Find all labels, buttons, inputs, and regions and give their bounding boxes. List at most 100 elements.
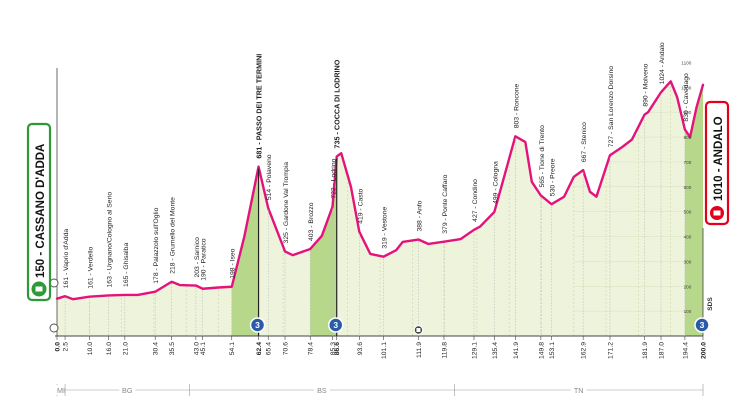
waypoint: 203 - Sarnico — [194, 237, 201, 336]
waypoint: 165 - Ghisalba — [123, 243, 130, 336]
waypoint: 190 - Paratico — [201, 238, 208, 336]
waypoint-label: 427 - Condino — [472, 179, 479, 222]
waypoint: 161 - Verdello — [87, 247, 94, 336]
km-tick-label: 0.0 — [55, 342, 62, 352]
km-tick-label: 65.4 — [266, 342, 273, 355]
waypoint-label: 178 - Palazzolo sull'Oglio — [153, 207, 160, 283]
waypoint-label: 198 - Iseo — [230, 248, 237, 278]
start-box-frame — [26, 122, 52, 302]
province-label-bg — [119, 385, 136, 395]
waypoint-label: 735 - COCCA DI LODRINO — [333, 59, 342, 148]
waypoint-label: 890 - Molveno — [643, 63, 650, 106]
climb-category-badge: 3 — [249, 317, 266, 333]
altitude-tick-label: 600 — [684, 185, 692, 190]
start-label-box: 150 - CASSANO D'ADDA — [26, 122, 52, 302]
km-tick-label: 70.6 — [283, 342, 290, 355]
km-tick-label: 93.6 — [357, 342, 364, 355]
km-tick-label: 62.4 — [256, 342, 263, 355]
km-tick-label: 111.9 — [416, 342, 423, 358]
finish-label: 1010 - ANDALO — [713, 116, 725, 201]
km-tick-label: 86.6 — [334, 342, 341, 355]
waypoint-label: 803 - Roncone — [513, 83, 520, 128]
province-label-bg — [570, 385, 587, 395]
km-tick-label: 16.0 — [106, 342, 113, 355]
waypoint-label: 163 - Urgnano/Cologno al Serio — [107, 192, 114, 288]
province-label: BG — [122, 386, 133, 395]
waypoint-label: 565 - Tione di Trento — [539, 125, 546, 188]
km-tick-label: 141.9 — [513, 342, 520, 359]
waypoint-label: 388 - Anfo — [416, 200, 423, 231]
altitude-tick-label: 200 — [684, 284, 692, 289]
start-altitude-marker — [49, 278, 59, 288]
km-tick-label: 194.4 — [682, 342, 689, 359]
waypoint-label: 325 - Gardone Val Trompia — [283, 162, 290, 244]
profile-line — [55, 80, 705, 301]
waypoint: 565 - Tione di Trento — [539, 125, 546, 336]
province-label: MI — [57, 386, 65, 395]
waypoint: 890 - Molveno — [643, 63, 650, 336]
profile-area-fill — [57, 81, 703, 336]
km-tick-label: 162.9 — [581, 342, 588, 359]
climb-area — [684, 84, 703, 337]
km-tick-label: 78.4 — [308, 342, 315, 355]
waypoint-label: 514 - Polaveno — [266, 154, 273, 200]
waypoint-label: 161 - Vaprio d'Adda — [63, 229, 70, 289]
km-tick-label: 200.0 — [701, 342, 708, 359]
waypoint: 388 - Anfo — [416, 200, 423, 336]
waypoint: 178 - Palazzolo sull'Oglio — [153, 207, 160, 336]
waypoint-label: 681 - PASSO DEI TRE TERMINI — [255, 54, 264, 159]
waypoint: 319 - Vestone — [382, 207, 389, 336]
altitude-tick-label: 700 — [684, 160, 692, 165]
km-tick-label: 171.2 — [607, 342, 614, 359]
waypoint: 530 - Preore — [550, 158, 557, 336]
altitude-tick-label: 1100 — [681, 60, 691, 65]
km-tick-label: 43.0 — [193, 342, 200, 355]
waypoint: 403 - Brozzo — [308, 202, 315, 336]
climb-category-badge: 3 — [327, 317, 344, 333]
km-tick-label: 2.5 — [63, 342, 70, 352]
waypoint-label: 218 - Grumello del Monte — [170, 197, 177, 274]
waypoint-label: 165 - Ghisalba — [123, 243, 130, 287]
province-label: TN — [574, 386, 584, 395]
waypoint-label: 403 - Brozzo — [308, 202, 315, 241]
sprint-marker — [413, 325, 424, 335]
km-tick-label: 129.1 — [471, 342, 478, 359]
waypoint: 419 - Casto — [357, 188, 364, 336]
badge-label: 3 — [700, 320, 705, 330]
km-tick-label: 45.1 — [200, 342, 207, 355]
km-tick-label: 181.9 — [642, 342, 649, 359]
altitude-tick-label: 1000 — [681, 85, 692, 90]
waypoint: 667 - Stenico — [581, 122, 588, 336]
km-tick-label: 10.0 — [87, 342, 94, 355]
waypoint: 830 - Cavedago — [683, 73, 690, 336]
waypoint-label: 1024 - Andalo — [659, 42, 666, 84]
waypoint: 514 - Polaveno — [266, 154, 273, 336]
start-flag-glyph — [35, 286, 43, 292]
province-label-bg — [53, 385, 70, 395]
climb-category-badge: 3 — [694, 317, 710, 333]
km-tick-label: 187.0 — [659, 342, 666, 359]
waypoint: 1024 - Andalo — [659, 42, 666, 336]
altitude-tick-label: 900 — [684, 110, 692, 115]
waypoint-label: 499 - Cologna — [492, 161, 499, 204]
province-label: BS — [317, 386, 327, 395]
waypoint: 427 - Condino — [472, 179, 479, 336]
waypoint-label: 419 - Casto — [357, 188, 364, 223]
altitude-tick-label: 800 — [684, 135, 692, 140]
altitude-tick-label: 300 — [684, 259, 692, 264]
km-tick-label: 35.5 — [169, 342, 176, 355]
waypoint-label: 530 - Preore — [550, 158, 557, 196]
waypoint-label: 161 - Verdello — [87, 247, 94, 289]
km-tick-label: 135.4 — [492, 342, 499, 359]
finish-flag-glyph — [713, 210, 721, 216]
km-tick-label: 85.3 — [330, 342, 337, 355]
altitude-tick-label: 400 — [684, 235, 692, 240]
waypoint: 218 - Grumello del Monte — [170, 197, 177, 336]
waypoint: 722 - Lodrino — [331, 158, 338, 336]
climb-area — [231, 166, 259, 336]
climb-area — [310, 156, 337, 336]
km-tick-label: 153.1 — [549, 342, 556, 359]
waypoint: 499 - Cologna — [492, 161, 499, 336]
start-label: 150 - CASSANO D'ADDA — [35, 144, 47, 278]
